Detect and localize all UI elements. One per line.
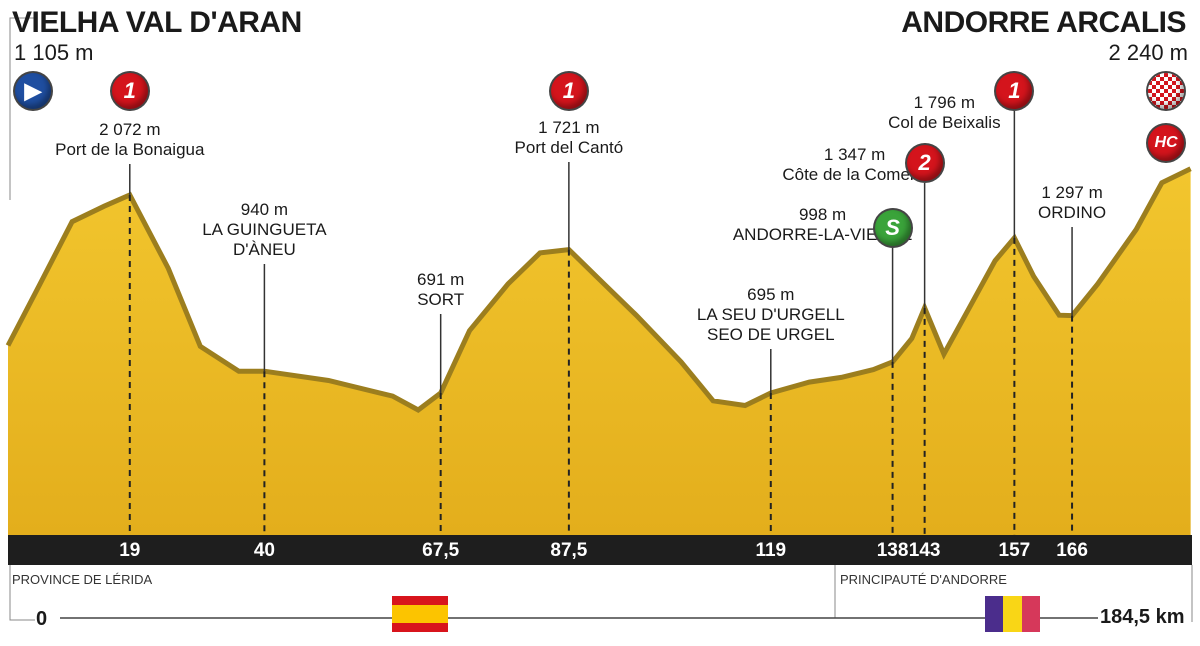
- km-bar: [8, 535, 1192, 565]
- point-label-line: ANDORRE-LA-VIEILLE: [732, 225, 913, 244]
- km-tick-label: 166: [1056, 540, 1088, 561]
- region-spain: PROVINCE DE LÉRIDA: [12, 572, 153, 587]
- frame-line: [9, 565, 35, 621]
- point-label-line: D'ÀNEU: [233, 240, 296, 259]
- point-label-line: 1 347 m: [823, 145, 886, 164]
- point-label: 940 m LA GUINGUETA D'ÀNEU: [202, 200, 326, 260]
- point-label-line: SEO DE URGEL: [707, 325, 835, 344]
- finish-altitude: 2 240 m: [1108, 40, 1189, 65]
- point-label-line: SORT: [417, 290, 465, 309]
- start-town: VIELHA VAL D'ARAN: [12, 6, 302, 39]
- km-tick-label: 19: [119, 540, 141, 561]
- point-label: 1 347 m Côte de la Comella: [782, 145, 927, 185]
- point-label: 1 796 m Col de Beixalis: [888, 93, 1000, 133]
- point-label: 1 297 m ORDINO: [1038, 183, 1106, 223]
- point-label-line: LA GUINGUETA: [202, 220, 327, 239]
- point-label-line: 2 072 m: [99, 120, 161, 139]
- point-label-line: LA SEU D'URGELL: [696, 305, 845, 324]
- climb-category-badge-icon: 1: [996, 73, 1033, 109]
- andorra-flag-stripe: [1022, 596, 1040, 632]
- point-label: 695 m LA SEU D'URGELL SEO DE URGEL: [697, 285, 845, 345]
- km-tick-label: 40: [253, 540, 275, 561]
- km-tick-label: 143: [908, 540, 941, 561]
- sprint-badge-icon: S: [874, 210, 911, 246]
- point-label-line: 1 796 m: [913, 93, 976, 112]
- point-label-line: 1 297 m: [1041, 183, 1103, 202]
- elevation-line: [5, 166, 1192, 413]
- distance-end: 184,5 km: [1100, 606, 1185, 628]
- point-label-line: Port del Cantó: [514, 138, 624, 157]
- km-tick-label: 67,5: [422, 540, 460, 561]
- point-label: 2 072 m Port de la Bonaigua: [55, 120, 204, 160]
- point-label-line: 998 m: [798, 205, 847, 224]
- climb-category-badge-icon: 1: [111, 73, 148, 109]
- point-label-line: 940 m: [240, 200, 289, 219]
- region-andorra: PRINCIPAUTÉ D'ANDORRE: [840, 572, 1007, 587]
- andorra-flag-icon: [985, 596, 1003, 632]
- hc-badge-icon: HC: [1148, 125, 1184, 161]
- start-arrow-icon: ▶: [15, 73, 51, 109]
- km-tick-label: 157: [998, 540, 1031, 561]
- andorra-flag-stripe: [1003, 596, 1022, 632]
- start-altitude: 1 105 m: [14, 40, 94, 65]
- point-label-line: ORDINO: [1038, 203, 1107, 222]
- point-label-line: Port de la Bonaigua: [55, 140, 205, 159]
- frame-line: [9, 17, 35, 200]
- climb-category-badge-icon: 2: [906, 145, 943, 181]
- elevation-area: [8, 168, 1191, 536]
- point-label-line: 1 721 m: [538, 118, 600, 137]
- finish-flag-icon: [1148, 73, 1184, 109]
- point-label-line: 691 m: [417, 270, 465, 289]
- point-label: 1 721 m Port del Cantó: [515, 118, 624, 158]
- spain-flag-stripe: [392, 596, 448, 605]
- km-tick-label: 119: [755, 540, 787, 561]
- km-tick-label: 87,5: [550, 540, 588, 561]
- km-tick-label: 138: [876, 540, 909, 561]
- climb-category-badge-icon: 1: [550, 73, 587, 109]
- distance-start: 0: [36, 608, 48, 630]
- point-label-line: Col de Beixalis: [888, 113, 1001, 132]
- finish-town: ANDORRE ARCALIS: [901, 6, 1186, 39]
- point-label: 691 m SORT: [417, 270, 464, 310]
- spain-flag-stripe: [392, 623, 448, 632]
- point-label-line: 695 m: [747, 285, 795, 304]
- point-label-line: Côte de la Comella: [782, 165, 927, 184]
- point-label: 998 m ANDORRE-LA-VIEILLE: [733, 205, 913, 245]
